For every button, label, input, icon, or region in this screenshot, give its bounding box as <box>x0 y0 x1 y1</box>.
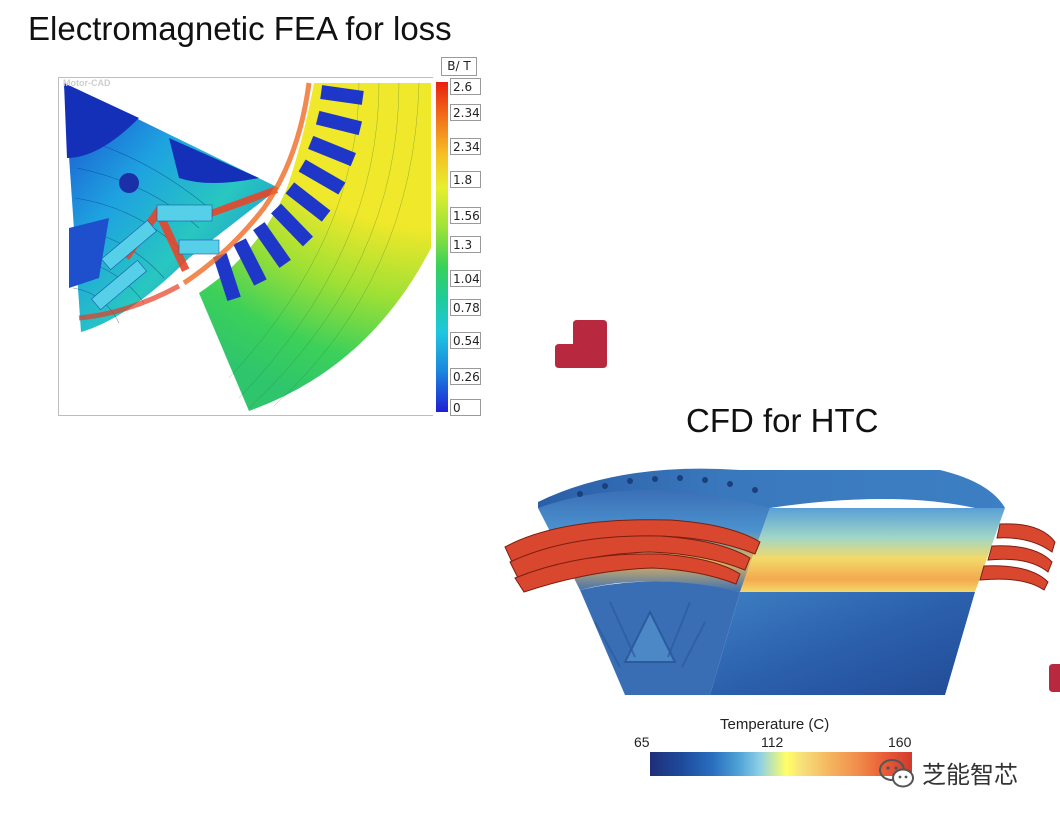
fea-colorbar <box>436 82 448 412</box>
corner-marker <box>555 320 607 368</box>
fea-field-plot: Motor-CAD <box>58 77 433 416</box>
fea-tick-label: 2.34 <box>450 104 481 121</box>
fea-tick-label: 2.34 <box>450 138 481 155</box>
fea-tick-label: 0.54 <box>450 332 481 349</box>
fea-tick-label: 1.04 <box>450 270 481 287</box>
cfd-temperature-plot <box>500 462 1060 707</box>
fea-watermark: Motor-CAD <box>63 78 111 88</box>
fea-unit-label: B/ T <box>441 57 477 76</box>
motor-segment-3d <box>504 468 1056 695</box>
temperature-colorbar <box>650 752 912 776</box>
fea-tick-label: 1.56 <box>450 207 481 224</box>
fea-tick-label: 0 <box>450 399 481 416</box>
fea-tick-label: 1.8 <box>450 171 481 188</box>
cfd-title: CFD for HTC <box>686 402 879 439</box>
fea-tick-label: 1.3 <box>450 236 481 253</box>
motor-cross-section <box>64 82 431 411</box>
fea-tick-label: 0.78 <box>450 299 481 316</box>
wechat-icon <box>879 759 914 788</box>
fea-tick-label: 2.6 <box>450 78 481 95</box>
temperature-max-label: 160 <box>888 734 912 750</box>
temperature-legend-title: Temperature (C) <box>720 716 830 733</box>
brand-name: 芝能智芯 <box>922 761 1018 789</box>
temperature-mid-label: 112 <box>761 734 784 750</box>
fea-tick-label: 0.26 <box>450 368 481 385</box>
edge-marker <box>1049 664 1060 692</box>
temperature-min-label: 65 <box>634 734 650 750</box>
fea-title: Electromagnetic FEA for loss <box>28 10 452 47</box>
